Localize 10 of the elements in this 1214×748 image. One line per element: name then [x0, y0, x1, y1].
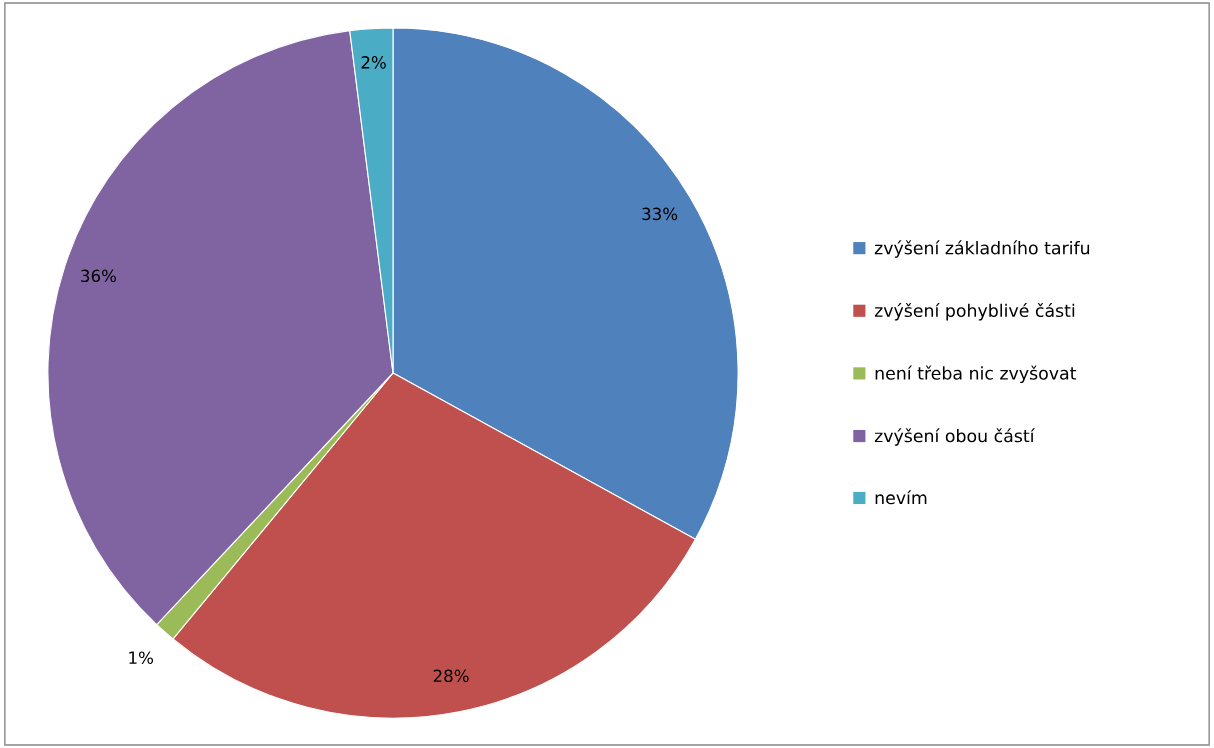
legend-label: zvýšení pohyblivé části: [874, 302, 1075, 321]
legend-label: zvýšení obou částí: [874, 428, 1035, 446]
legend-label: není třeba nic zvyšovat: [875, 365, 1077, 384]
data-label: 1%: [129, 651, 154, 664]
legend-label: zvýšení základního tarifu: [874, 240, 1090, 258]
legend-label: nevím: [875, 490, 927, 505]
data-label: 36%: [81, 269, 117, 283]
data-label: 2%: [361, 56, 386, 69]
data-label: 33%: [642, 207, 678, 221]
data-label: 28%: [433, 669, 469, 683]
